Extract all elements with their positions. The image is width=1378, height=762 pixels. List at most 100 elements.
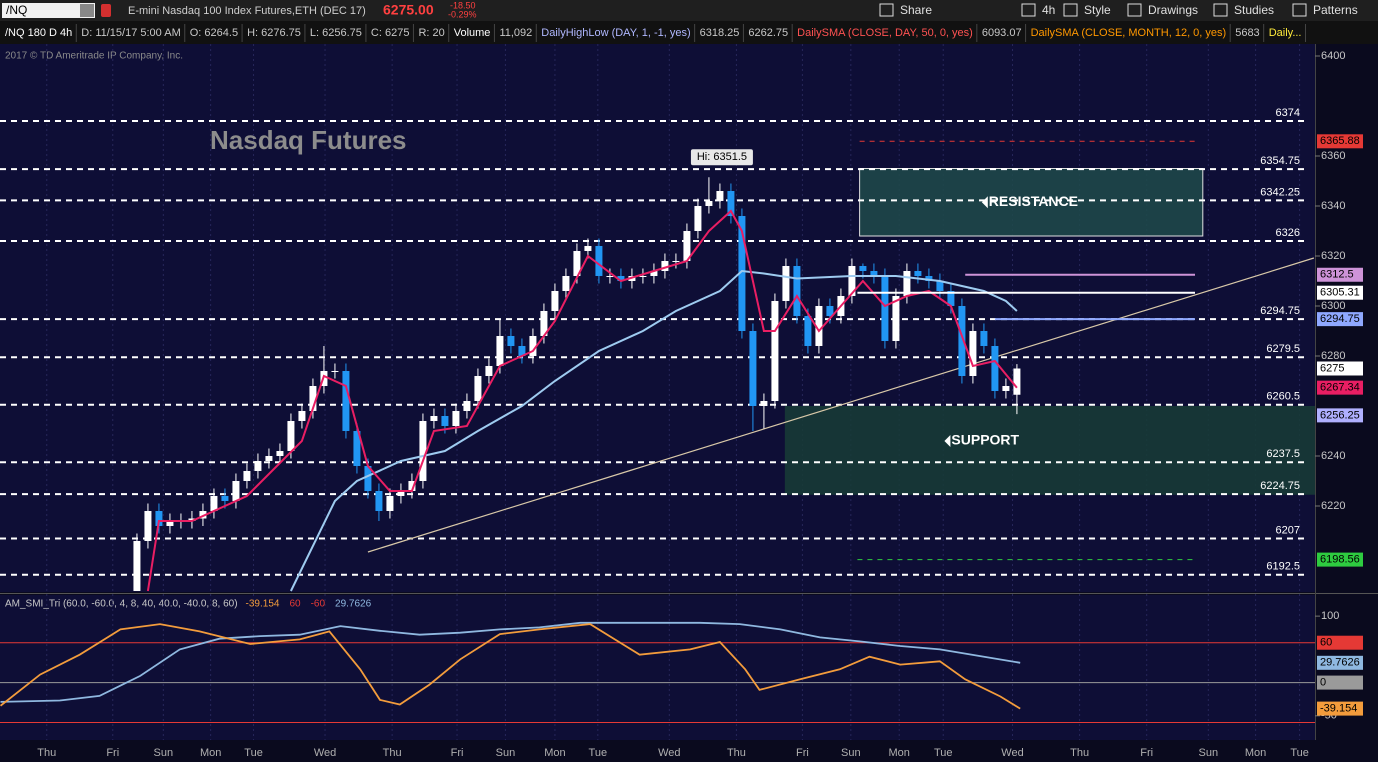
legend-item: C: 6275 [371, 27, 410, 39]
x-tick-label: Sun [1199, 747, 1219, 759]
candle-body [958, 306, 966, 376]
toolbar-icon[interactable] [1292, 3, 1307, 17]
legend-item: 6262.75 [748, 27, 788, 39]
oscillator-value: 60 [289, 599, 301, 610]
candle-body [408, 481, 416, 491]
x-tick-label: Thu [1070, 747, 1089, 759]
price-tag [1317, 285, 1363, 300]
toolbar-icon[interactable] [1021, 3, 1036, 17]
toolbar-button[interactable]: Share [900, 3, 932, 17]
alert-icon[interactable] [101, 4, 111, 17]
level-label: 6260.5 [1266, 391, 1300, 403]
price-tag [1317, 552, 1363, 567]
candle-body [595, 246, 603, 276]
level-label: 6279.5 [1266, 343, 1300, 355]
price-tag [1317, 134, 1363, 149]
candle-body [309, 386, 317, 411]
legend-item: 6093.07 [982, 27, 1022, 39]
candle-body [276, 451, 284, 456]
zone [784, 406, 1315, 495]
candle-body [529, 336, 537, 356]
candle-body [881, 276, 889, 341]
price-plot [0, 44, 1315, 592]
price-tag-label: 6267.34 [1320, 382, 1360, 394]
candle-body [870, 271, 878, 276]
x-tick-label: Thu [37, 747, 56, 759]
candle-body [716, 191, 724, 201]
level-label: 6237.5 [1266, 448, 1300, 460]
toolbar-button[interactable]: Studies [1234, 3, 1274, 17]
candle-body [683, 231, 691, 261]
candle-body [606, 276, 614, 277]
y-tick-label: 100 [1321, 610, 1339, 622]
oscillator-tag [1317, 635, 1363, 650]
x-tick-label: Tue [934, 747, 953, 759]
legend-item: DailySMA (CLOSE, MONTH, 12, 0, yes) [1031, 27, 1227, 39]
zone [859, 168, 1204, 237]
candle-body [892, 296, 900, 341]
symbol-dropdown[interactable] [80, 4, 94, 17]
toolbar-button[interactable]: Patterns [1313, 3, 1358, 17]
indicator-line [290, 269, 1018, 592]
level-label: 6207 [1276, 524, 1300, 536]
candle-body [727, 191, 735, 216]
price-tag [1317, 361, 1363, 376]
zone-pointer [944, 435, 951, 447]
candle-body [254, 461, 262, 471]
candle-body [562, 276, 570, 291]
candle-body [518, 346, 526, 356]
price-tag-label: 6305.31 [1320, 287, 1360, 299]
candle-body [705, 201, 713, 206]
oscillator-tag-label: 0 [1320, 676, 1326, 688]
candle-body [507, 336, 515, 346]
candle-body [650, 271, 658, 276]
toolbar-icon[interactable] [879, 3, 894, 17]
level-label: 6342.25 [1260, 186, 1300, 198]
price-tag [1317, 267, 1363, 282]
toolbar-icon[interactable] [1063, 3, 1078, 17]
candle-body [782, 266, 790, 301]
zone-label: RESISTANCE [989, 193, 1078, 209]
toolbar-button[interactable]: Drawings [1148, 3, 1198, 17]
candle-body [298, 411, 306, 421]
x-tick-label: Fri [796, 747, 809, 759]
change: -18.50 [450, 0, 476, 10]
y-tick-label: 6240 [1321, 450, 1345, 462]
candle-body [287, 421, 295, 451]
candle-body [364, 466, 372, 491]
candle-body [375, 491, 383, 511]
candle-body [496, 336, 504, 366]
candle-body [771, 301, 779, 401]
candle-body [1013, 368, 1021, 395]
description: E-mini Nasdaq 100 Index Futures,ETH (DEC… [128, 5, 366, 17]
price-tag-label: 6312.5 [1320, 269, 1354, 281]
oscillator-value: 29.7626 [335, 599, 372, 610]
candle-body [232, 481, 240, 501]
oscillator-tag-label: -39.154 [1320, 703, 1357, 715]
legend-bar [0, 21, 1378, 44]
oscillator-tag-label: 60 [1320, 637, 1332, 649]
price-tag [1317, 380, 1363, 395]
candle-body [672, 261, 680, 262]
toolbar-icon[interactable] [1213, 3, 1228, 17]
candle-body [210, 496, 218, 511]
candle-body [969, 331, 977, 376]
candle-body [155, 511, 163, 526]
toolbar-button[interactable]: Style [1084, 3, 1111, 17]
candle-body [738, 216, 746, 331]
y-tick-label: 6320 [1321, 250, 1345, 262]
toolbar-icon[interactable] [1127, 3, 1142, 17]
candle-body [947, 291, 955, 306]
candle-body [694, 206, 702, 231]
legend-item: D: 11/15/17 5:00 AM [81, 27, 180, 39]
toolbar-button[interactable]: 4h [1042, 3, 1055, 17]
zone-label: SUPPORT [951, 432, 1019, 448]
x-tick-label: Tue [244, 747, 263, 759]
y-tick-label: 6360 [1321, 150, 1345, 162]
candle-body [551, 291, 559, 311]
x-tick-label: Thu [383, 747, 402, 759]
symbol-box[interactable] [2, 3, 95, 18]
symbol[interactable]: /NQ [6, 3, 27, 17]
candle-body [1002, 386, 1010, 391]
y-tick-label: 6300 [1321, 300, 1345, 312]
